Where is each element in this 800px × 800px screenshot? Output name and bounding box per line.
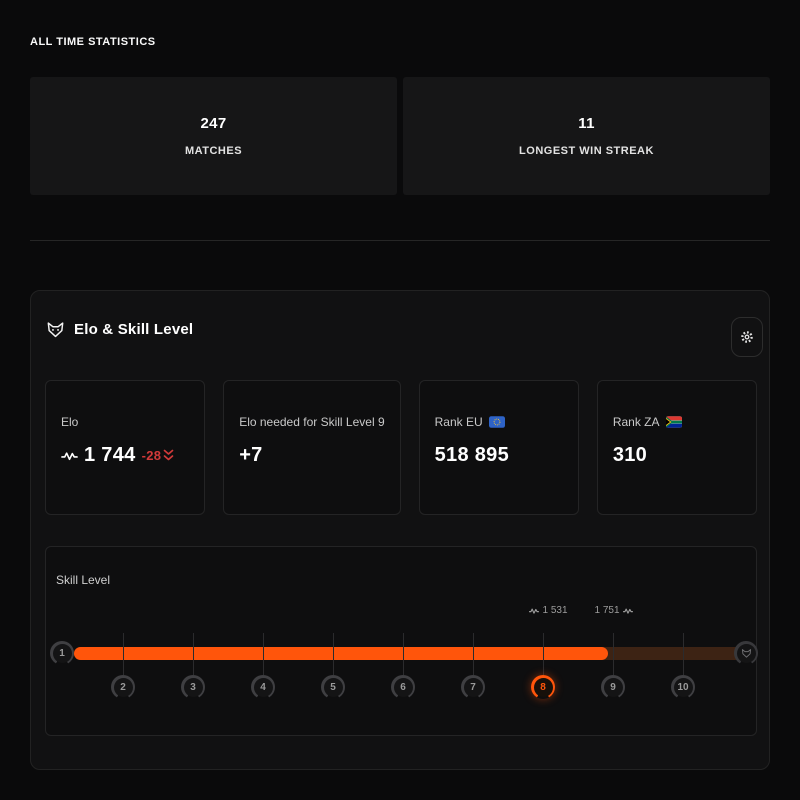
skill-level-label: Skill Level	[56, 573, 111, 587]
rank-za-label-row: Rank ZA	[613, 415, 741, 429]
matches-card: 247 MATCHES	[30, 77, 397, 195]
panel-title: Elo & Skill Level	[74, 321, 194, 338]
win-streak-value: 11	[578, 115, 595, 132]
elo-needed-value: +7	[239, 444, 263, 466]
skill-level-max-badge	[734, 641, 758, 665]
elo-value: 1 744	[84, 444, 136, 466]
skill-level-badge-10: 10	[671, 675, 695, 699]
rank-eu-card: Rank EU 518 895	[418, 380, 579, 515]
level-tick	[613, 633, 614, 675]
skill-progress-fill	[74, 647, 609, 660]
max-level-wolf-icon	[736, 643, 756, 663]
skill-progress-track	[74, 647, 742, 660]
level-tick	[263, 633, 264, 675]
wolf-icon	[46, 321, 65, 338]
level-tick	[333, 633, 334, 675]
win-streak-label: LONGEST WIN STREAK	[519, 145, 654, 157]
skill-level-badge-8-current: 8	[531, 675, 555, 699]
elo-delta-value: -28	[141, 448, 162, 463]
matches-label: MATCHES	[184, 145, 243, 157]
elo-range-end-marker: 1 751	[594, 605, 633, 616]
rank-eu-value: 518 895	[434, 444, 510, 466]
level-tick	[403, 633, 404, 675]
elo-stat-cards-row: Elo 1 744 -28	[45, 380, 757, 515]
skill-level-badge-2: 2	[111, 675, 135, 699]
settings-button[interactable]	[731, 317, 763, 357]
skill-level-badge-5: 5	[321, 675, 345, 699]
level-tick	[193, 633, 194, 675]
win-streak-card: 11 LONGEST WIN STREAK	[403, 77, 770, 195]
rank-eu-label: Rank EU	[434, 415, 483, 429]
skill-level-badge-4: 4	[251, 675, 275, 699]
skill-level-badge-7: 7	[461, 675, 485, 699]
rank-za-label: Rank ZA	[612, 415, 660, 429]
level-tick	[473, 633, 474, 675]
elo-card: Elo 1 744 -28	[45, 380, 206, 515]
matches-value: 247	[200, 115, 227, 132]
skill-level-badge-9: 9	[601, 675, 625, 699]
elo-needed-card: Elo needed for Skill Level 9 +7	[223, 380, 401, 515]
elo-needed-label: Elo needed for Skill Level 9	[239, 415, 385, 429]
section-divider	[30, 240, 770, 241]
skill-level-card: Skill Level 1 531 1 751	[45, 546, 758, 736]
skill-level-badge-6: 6	[391, 675, 415, 699]
level-tick	[543, 633, 544, 675]
elo-trend-icon	[61, 450, 78, 462]
elo-delta: -28	[142, 448, 175, 463]
elo-range-start-marker: 1 531	[528, 605, 568, 616]
skill-level-badge-3: 3	[181, 675, 205, 699]
skill-level-badge-1: 1	[50, 641, 74, 665]
eu-flag	[488, 416, 505, 428]
gear-icon	[739, 329, 755, 345]
elo-card-value-row: 1 744 -28	[61, 444, 189, 467]
rank-za-card: Rank ZA	[596, 380, 757, 515]
elo-card-label: Elo	[61, 415, 79, 429]
rank-za-value: 310	[612, 444, 648, 466]
elo-range-start: 1 531	[542, 605, 568, 616]
panel-header: Elo & Skill Level	[46, 321, 193, 338]
elo-skill-panel: Elo & Skill Level Elo 1 7 4	[30, 290, 770, 770]
level-tick	[683, 633, 684, 675]
level-tick	[123, 633, 124, 675]
za-flag	[665, 416, 682, 428]
rank-eu-label-row: Rank EU	[435, 415, 563, 429]
mini-trend-icon	[623, 607, 634, 615]
elo-range-end: 1 751	[594, 605, 620, 616]
page-title: ALL TIME STATISTICS	[30, 36, 156, 48]
double-chevron-down-icon	[163, 449, 174, 462]
summary-cards-row: 247 MATCHES 11 LONGEST WIN STREAK	[30, 77, 770, 195]
mini-trend-icon	[528, 607, 539, 615]
